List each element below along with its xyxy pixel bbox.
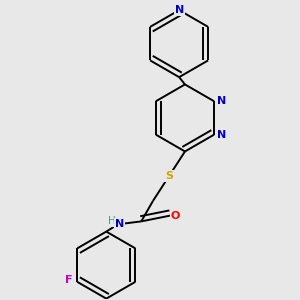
Text: N: N <box>217 130 226 140</box>
Text: F: F <box>65 275 72 285</box>
Text: N: N <box>115 219 124 229</box>
Text: N: N <box>217 96 226 106</box>
Text: N: N <box>175 5 184 15</box>
Text: H: H <box>108 216 116 226</box>
Text: O: O <box>171 211 180 220</box>
Text: S: S <box>165 171 173 181</box>
